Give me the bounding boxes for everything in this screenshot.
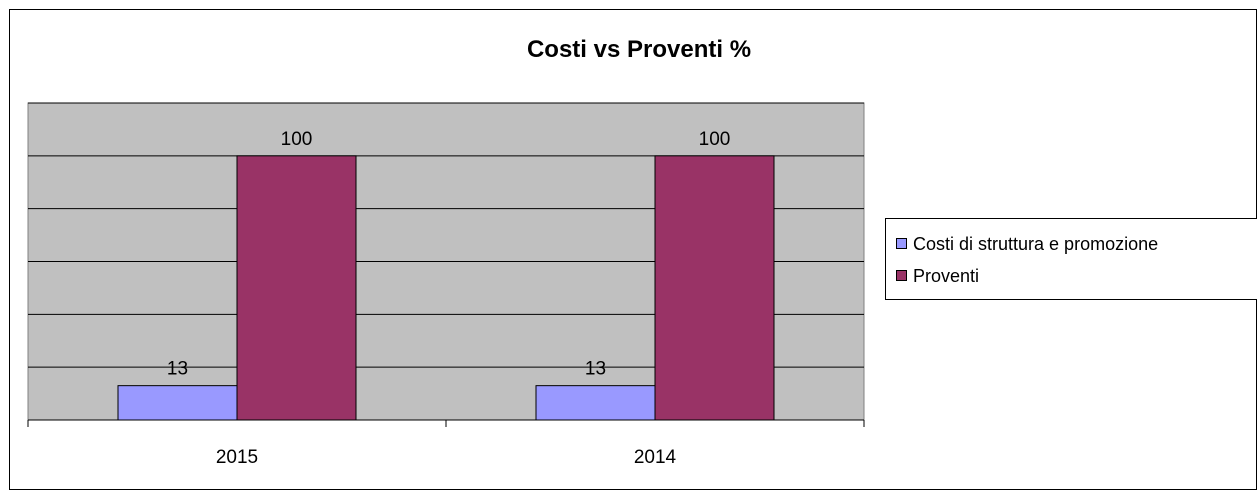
x-tick-label: 2014 xyxy=(634,447,677,468)
data-label: 13 xyxy=(167,359,188,380)
bar xyxy=(535,385,656,421)
data-label: 13 xyxy=(585,359,606,380)
legend-swatch-proventi xyxy=(896,270,907,281)
legend-item-costi: Costi di struttura e promozione xyxy=(896,234,1158,254)
legend-item-proventi: Proventi xyxy=(896,266,979,286)
legend-label-costi: Costi di struttura e promozione xyxy=(913,234,1159,254)
bar xyxy=(236,155,357,421)
bar xyxy=(117,385,238,421)
legend-label-proventi: Proventi xyxy=(913,266,980,286)
x-tick-label: 2015 xyxy=(216,447,258,468)
data-label: 100 xyxy=(281,129,313,150)
data-label: 100 xyxy=(699,129,731,150)
chart-title: Costi vs Proventi % xyxy=(526,36,752,63)
bar xyxy=(654,155,775,421)
legend: Costi di struttura e promozione Proventi xyxy=(885,218,1257,300)
legend-swatch-costi xyxy=(896,238,907,249)
